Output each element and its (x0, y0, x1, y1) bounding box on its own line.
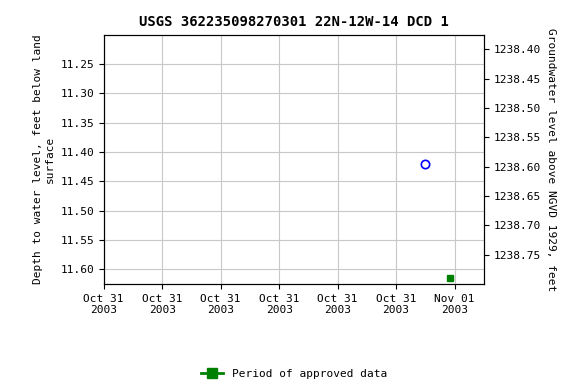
Legend: Period of approved data: Period of approved data (196, 364, 391, 384)
Y-axis label: Groundwater level above NGVD 1929, feet: Groundwater level above NGVD 1929, feet (547, 28, 556, 291)
Y-axis label: Depth to water level, feet below land
surface: Depth to water level, feet below land su… (33, 35, 55, 284)
Title: USGS 362235098270301 22N-12W-14 DCD 1: USGS 362235098270301 22N-12W-14 DCD 1 (139, 15, 449, 29)
